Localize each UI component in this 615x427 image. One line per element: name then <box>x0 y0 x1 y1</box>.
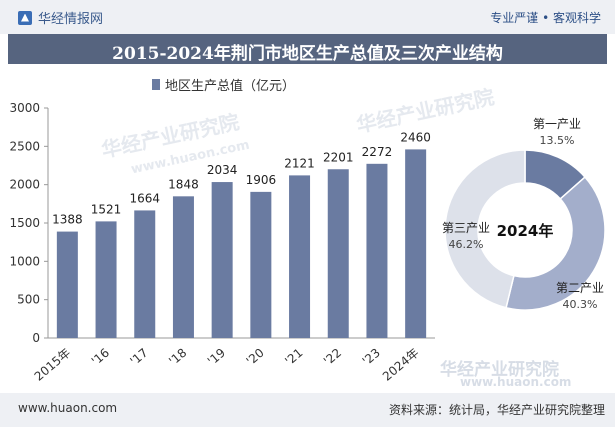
slice-label: 第一产业 <box>533 117 581 131</box>
tagline: 专业严谨 • 客观科学 <box>490 11 601 25</box>
x-tick-label: '21 <box>282 346 305 369</box>
donut-chart: 第一产业 13.5% 第二产业 40.3% 第三产业 46.2% 2024年 <box>442 117 606 311</box>
data-label: 1848 <box>168 177 199 191</box>
x-tick-label: 2024年 <box>380 346 422 384</box>
data-label: 2272 <box>362 145 393 159</box>
title-band: 2015-2024年荆门市地区生产总值及三次产业结构 <box>8 34 607 64</box>
data-label: 1664 <box>129 191 160 205</box>
y-tick-label: 2500 <box>9 139 40 153</box>
x-tick-label: '17 <box>127 346 150 369</box>
header-bar: 华经情报网 专业严谨 • 客观科学 <box>0 0 615 34</box>
bar <box>172 196 194 338</box>
legend-swatch <box>152 79 160 90</box>
bar <box>56 231 78 338</box>
footer-source: 资料来源：统计局，华经产业研究院整理 <box>388 403 605 417</box>
y-tick-label: 1500 <box>9 216 40 230</box>
bar <box>95 221 117 338</box>
x-tick-label: '19 <box>205 346 228 369</box>
data-label: 2034 <box>207 163 238 177</box>
x-tick-label: '18 <box>166 346 189 369</box>
bar <box>405 149 427 338</box>
footer-bar: www.huaon.com 资料来源：统计局，华经产业研究院整理 <box>0 393 615 427</box>
bar-chart: 0 500 1000 1500 2000 2500 3000 1388 2015年 1521 '16… <box>9 101 435 384</box>
slice-value: 40.3% <box>563 298 598 311</box>
slice-value: 13.5% <box>540 134 575 147</box>
bar <box>134 210 156 338</box>
bar <box>289 175 311 338</box>
x-tick-label: '16 <box>89 346 112 369</box>
y-tick-label: 500 <box>17 293 40 307</box>
x-tick-label: '23 <box>360 346 383 369</box>
y-tick-label: 1000 <box>9 254 40 268</box>
chart-title: 2015-2024年荆门市地区生产总值及三次产业结构 <box>112 44 503 64</box>
bar <box>366 163 388 338</box>
data-label: 2201 <box>323 150 354 164</box>
data-label: 1521 <box>91 202 122 216</box>
brand-name: 华经情报网 <box>38 12 104 27</box>
legend: 地区生产总值（亿元） <box>152 75 295 94</box>
data-label: 1388 <box>52 213 83 227</box>
footer-site[interactable]: www.huaon.com <box>18 401 118 415</box>
x-tick-label: '20 <box>244 346 267 369</box>
bar <box>250 191 272 338</box>
legend-label: 地区生产总值（亿元） <box>165 79 296 94</box>
donut-slice <box>505 176 606 311</box>
donut-slice <box>444 149 526 309</box>
x-tick-label: '22 <box>321 346 344 369</box>
data-label: 1906 <box>246 173 277 187</box>
y-tick-label: 0 <box>32 331 40 345</box>
brand: 华经情报网 <box>18 8 103 27</box>
donut-center-label: 2024年 <box>497 222 554 240</box>
y-tick-label: 3000 <box>9 101 40 115</box>
y-tick-label: 2000 <box>9 178 40 192</box>
x-tick-label: 2015年 <box>32 346 74 384</box>
slice-value: 46.2% <box>449 238 484 251</box>
bar <box>211 182 233 338</box>
data-label: 2460 <box>400 130 431 144</box>
slice-label: 第二产业 <box>556 281 604 295</box>
logo-icon <box>18 10 32 25</box>
bar <box>327 169 349 338</box>
data-label: 2121 <box>284 156 315 170</box>
slice-label: 第三产业 <box>442 221 490 235</box>
